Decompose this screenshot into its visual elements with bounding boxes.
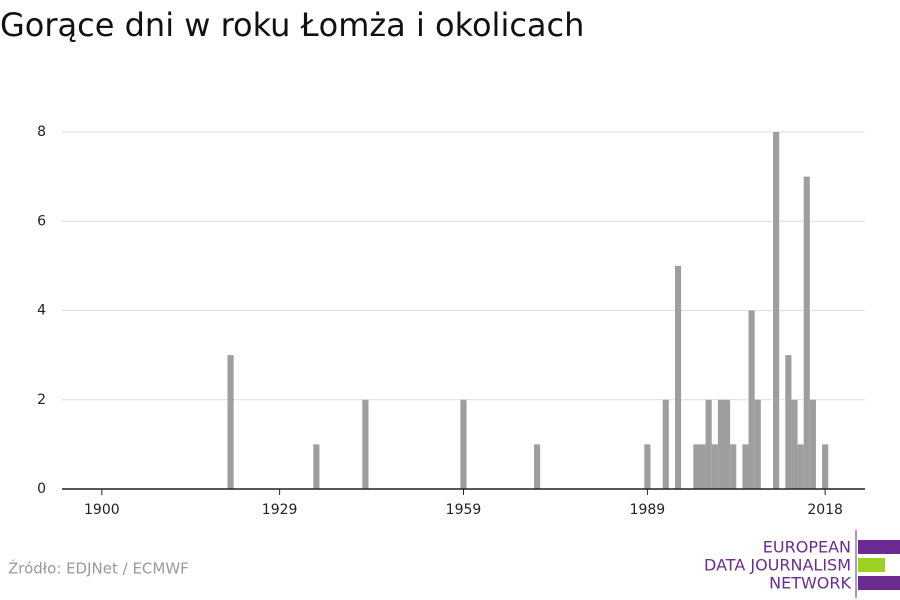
x-tick-label: 1959 (446, 502, 482, 518)
logo-text: NETWORK (769, 574, 851, 593)
x-tick-label: 2018 (807, 502, 843, 518)
y-tick-label: 6 (37, 213, 46, 229)
source: Źródło: EDJNet / ECMWF (8, 559, 189, 578)
logo-bar (858, 540, 900, 554)
bar (803, 176, 810, 489)
chart-title: Gorące dni w roku Łomża i okolicach (0, 6, 584, 44)
logo-text: DATA JOURNALISM (704, 556, 851, 575)
y-tick-label: 8 (37, 124, 46, 140)
bar (705, 399, 712, 489)
bar (693, 444, 700, 489)
bar (809, 399, 816, 489)
x-tick-label: 1929 (262, 502, 298, 518)
y-tick-label: 4 (37, 303, 46, 319)
x-tick-label: 1989 (630, 502, 666, 518)
bar (742, 444, 749, 489)
logo-bar (858, 558, 885, 572)
logo: EUROPEAN DATA JOURNALISM NETWORK (704, 530, 900, 598)
bar (773, 132, 780, 489)
bar (313, 444, 320, 489)
bar (822, 444, 829, 489)
bar (711, 444, 718, 489)
x-tick-label: 1900 (84, 502, 120, 518)
bar (797, 444, 804, 489)
bar (748, 310, 755, 489)
logo-text: EUROPEAN (763, 538, 851, 557)
bar (754, 399, 761, 489)
bar (785, 355, 792, 489)
bar (730, 444, 737, 489)
bar (674, 265, 682, 489)
bar (662, 399, 669, 489)
bar (717, 399, 725, 489)
bar (791, 399, 798, 489)
bar (533, 444, 541, 489)
bar (362, 399, 369, 489)
bar (699, 444, 706, 489)
logo-bar (858, 576, 900, 590)
bar (644, 444, 651, 489)
y-tick-label: 2 (37, 392, 46, 408)
bar (724, 399, 731, 489)
bar (460, 399, 467, 489)
y-tick-label: 0 (37, 481, 46, 497)
bar (227, 355, 234, 489)
